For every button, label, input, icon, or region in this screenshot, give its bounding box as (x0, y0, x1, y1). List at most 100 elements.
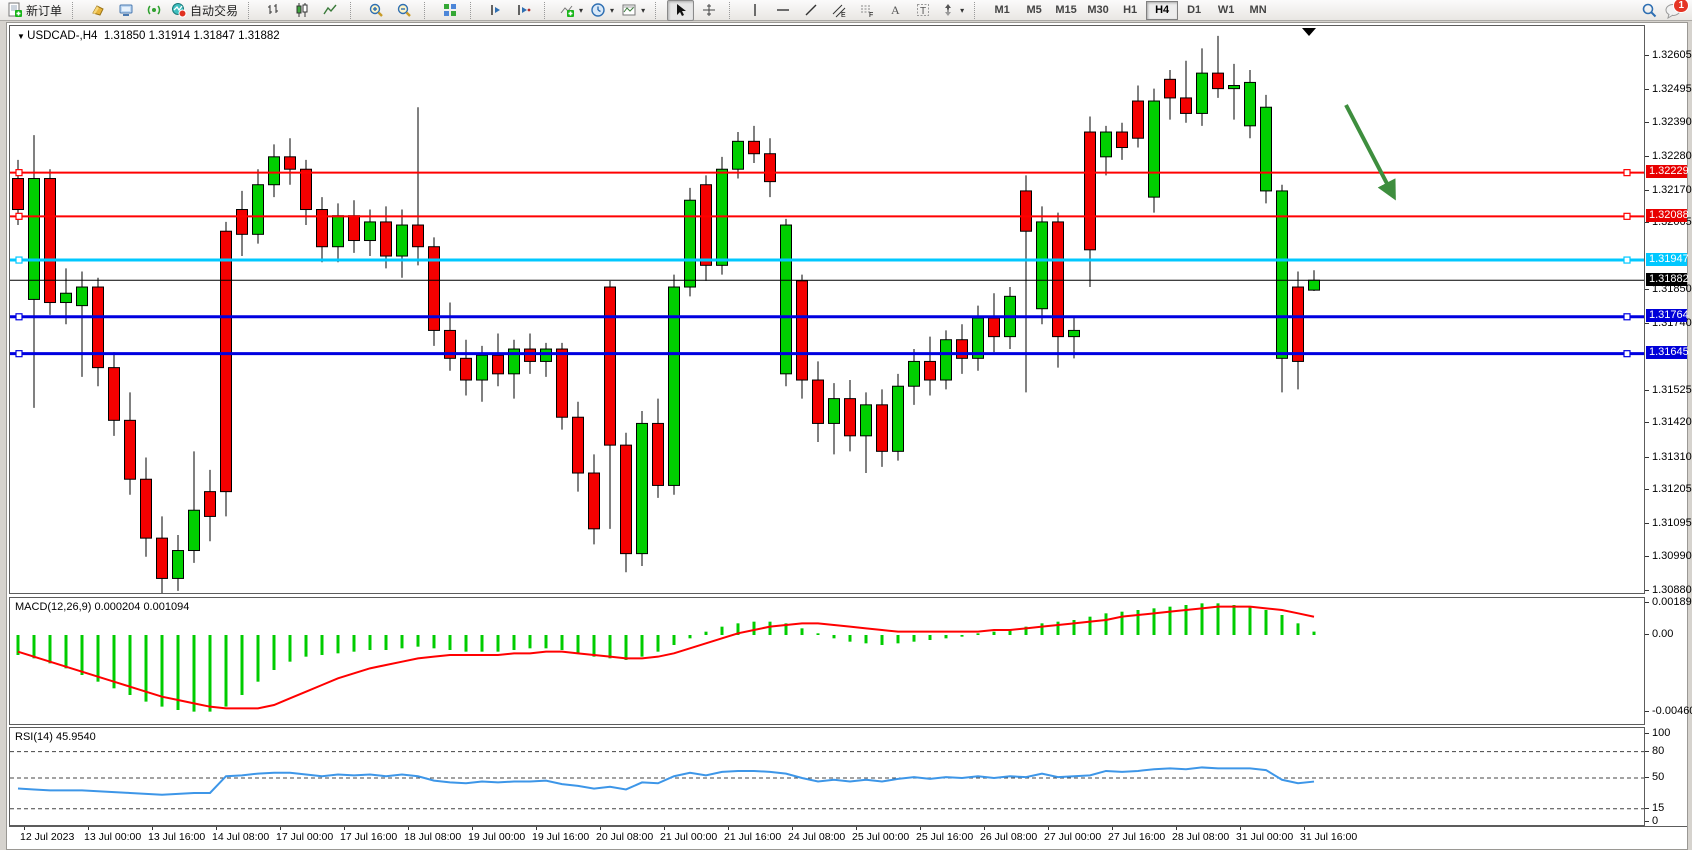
bear-candle (1020, 190, 1032, 232)
arrows-icon (940, 2, 956, 18)
level-price-badge: 1.32088 (1646, 208, 1689, 222)
bear-candle (380, 221, 392, 257)
cursor-button[interactable] (667, 0, 695, 21)
bear-candle (844, 398, 856, 437)
bar-chart-icon (266, 2, 282, 18)
crosshair-button[interactable] (695, 0, 722, 21)
line-handle[interactable] (15, 212, 23, 220)
text-label-button[interactable]: T (909, 0, 936, 21)
indicators-button[interactable]: ▾ (556, 0, 586, 21)
line-handle[interactable] (15, 313, 23, 321)
text-label-icon: T (915, 2, 931, 18)
signals-button[interactable] (140, 0, 167, 21)
periods-button[interactable]: ▾ (587, 0, 617, 21)
line-handle[interactable] (15, 350, 23, 358)
time-tick (728, 827, 729, 830)
line-handle[interactable] (1623, 169, 1631, 177)
templates-button[interactable]: ▾ (618, 0, 648, 21)
zoom-out-button[interactable] (390, 0, 417, 21)
axis-tick (1645, 121, 1649, 123)
vertical-line-button[interactable] (741, 0, 768, 21)
time-tick (536, 827, 537, 830)
price-axis[interactable]: 1.32605 1.32495 1.32390 1.32280 1.32170 1.320… (1645, 25, 1692, 827)
channel-button[interactable]: E (825, 0, 852, 21)
bear-candle (796, 280, 808, 381)
market-watch-button[interactable] (84, 0, 111, 21)
bear-candle (1084, 131, 1096, 251)
window-menu-icon[interactable]: ▼ (17, 32, 28, 41)
text-button[interactable]: A (881, 0, 908, 21)
time-tick (88, 827, 89, 830)
horizontal-line-button[interactable] (769, 0, 796, 21)
bull-candle (188, 509, 200, 552)
rsi-panel[interactable]: RSI(14) 45.9540 (9, 727, 1645, 826)
trendline-button[interactable] (797, 0, 824, 21)
autotrading-button[interactable]: 自动交易 (168, 0, 241, 21)
main-chart-panel[interactable]: ▼ USDCAD-,H4 1.31850 1.31914 1.31847 1.3… (9, 25, 1645, 594)
bull-candle (1276, 190, 1288, 359)
line-handle[interactable] (1623, 256, 1631, 264)
axis-tick (1645, 323, 1649, 325)
notification-badge: 1 (1673, 0, 1689, 13)
time-tick (1048, 827, 1049, 830)
rsi-axis-label: 15 (1652, 801, 1665, 814)
line-handle[interactable] (1623, 350, 1631, 358)
timeframe-d1[interactable]: D1 (1187, 4, 1202, 16)
terminal-button[interactable] (112, 0, 139, 21)
chart-shift-button[interactable] (510, 0, 537, 21)
bar-chart-button[interactable] (260, 0, 287, 21)
price-tick-label: 1.31310 (1652, 450, 1692, 463)
rsi-axis-label: 0 (1652, 815, 1659, 827)
search-icon[interactable] (1641, 2, 1658, 19)
timeframe-h4[interactable]: H4 (1146, 0, 1179, 20)
line-handle[interactable] (1623, 212, 1631, 220)
macd-panel[interactable]: MACD(12,26,9) 0.000204 0.001094 (9, 597, 1645, 725)
line-chart-button[interactable] (316, 0, 343, 21)
timeframe-m1[interactable]: M1 (994, 4, 1010, 16)
bear-candle (140, 478, 152, 539)
time-tick-label: 20 Jul 08:00 (596, 831, 654, 843)
macd-axis-label: 0.001894 (1652, 596, 1692, 609)
timeframe-m15[interactable]: M15 (1055, 4, 1077, 16)
trend-arrow-annotation[interactable] (1344, 104, 1396, 201)
cursor-icon (673, 2, 689, 18)
time-tick (408, 827, 409, 830)
time-tick-label: 17 Jul 00:00 (276, 831, 334, 843)
line-handle[interactable] (15, 256, 23, 264)
bear-candle (1132, 100, 1144, 139)
bear-candle (236, 209, 248, 235)
bear-candle (620, 444, 632, 555)
candlestick-chart[interactable] (10, 26, 1644, 593)
line-handle[interactable] (15, 169, 23, 177)
arrows-button[interactable]: ▾ (937, 0, 967, 21)
bull-candle (172, 550, 184, 579)
timeframe-w1[interactable]: W1 (1217, 4, 1235, 16)
time-tick-label: 31 Jul 00:00 (1236, 831, 1294, 843)
bull-candle (508, 348, 520, 375)
line-handle[interactable] (1623, 313, 1631, 321)
time-tick (152, 827, 153, 830)
price-tick-label: 1.31420 (1652, 416, 1692, 429)
toolbar-separator (424, 1, 432, 19)
indicators-icon (559, 2, 575, 18)
fibonacci-button[interactable]: F (853, 0, 880, 21)
time-tick-label: 19 Jul 16:00 (532, 831, 590, 843)
bear-candle (700, 184, 712, 266)
candle-chart-button[interactable] (288, 0, 315, 21)
time-axis[interactable]: 12 Jul 2023 13 Jul 00:00 13 Jul 16:00 14 Ju… (9, 826, 1687, 848)
bear-candle (812, 379, 824, 424)
rsi-label: RSI(14) 45.9540 (15, 731, 96, 743)
toolbar-separator (729, 1, 737, 19)
new-order-button[interactable]: 新订单 (4, 0, 65, 21)
notifications-button[interactable]: 1 (1664, 0, 1689, 19)
toolbar-separator (544, 1, 552, 19)
tile-windows-button[interactable] (436, 0, 463, 21)
zoom-in-button[interactable] (362, 0, 389, 21)
time-tick (1304, 827, 1305, 830)
timeframe-mn[interactable]: MN (1249, 4, 1267, 16)
timeframe-m30[interactable]: M30 (1087, 4, 1109, 16)
auto-scroll-button[interactable] (482, 0, 509, 21)
bull-candle (668, 286, 680, 486)
timeframe-h1[interactable]: H1 (1123, 4, 1138, 16)
timeframe-m5[interactable]: M5 (1026, 4, 1042, 16)
